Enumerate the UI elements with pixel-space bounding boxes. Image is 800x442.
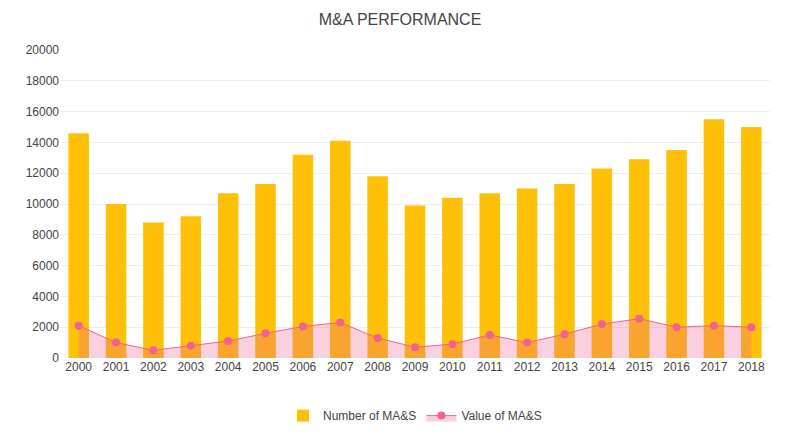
svg-text:2006: 2006 [290,360,317,374]
svg-text:18000: 18000 [26,74,60,88]
svg-text:0: 0 [52,351,59,365]
svg-text:4000: 4000 [32,290,59,304]
svg-text:2005: 2005 [252,360,279,374]
svg-text:2014: 2014 [588,360,615,374]
svg-text:2004: 2004 [215,360,242,374]
svg-text:2010: 2010 [439,360,466,374]
svg-text:2016: 2016 [663,360,690,374]
svg-text:2007: 2007 [327,360,354,374]
svg-text:2001: 2001 [103,360,130,374]
svg-text:2000: 2000 [65,360,92,374]
svg-text:14000: 14000 [26,136,60,150]
svg-text:Value of MA&S: Value of MA&S [461,409,541,423]
svg-text:2012: 2012 [514,360,541,374]
svg-text:2000: 2000 [32,320,59,334]
svg-text:2018: 2018 [738,360,765,374]
svg-text:20000: 20000 [26,43,60,57]
svg-text:2002: 2002 [140,360,167,374]
svg-text:M&A PERFORMANCE: M&A PERFORMANCE [319,11,482,28]
svg-text:2013: 2013 [551,360,578,374]
svg-text:2008: 2008 [364,360,391,374]
svg-text:Number of MA&S: Number of MA&S [323,409,416,423]
svg-text:12000: 12000 [26,166,60,180]
svg-text:2011: 2011 [477,360,503,374]
svg-text:6000: 6000 [32,259,59,273]
svg-text:2003: 2003 [177,360,204,374]
svg-text:2017: 2017 [701,360,728,374]
svg-text:8000: 8000 [32,228,59,242]
svg-text:16000: 16000 [26,105,60,119]
svg-text:2009: 2009 [402,360,429,374]
svg-text:2015: 2015 [626,360,653,374]
svg-text:10000: 10000 [26,197,60,211]
